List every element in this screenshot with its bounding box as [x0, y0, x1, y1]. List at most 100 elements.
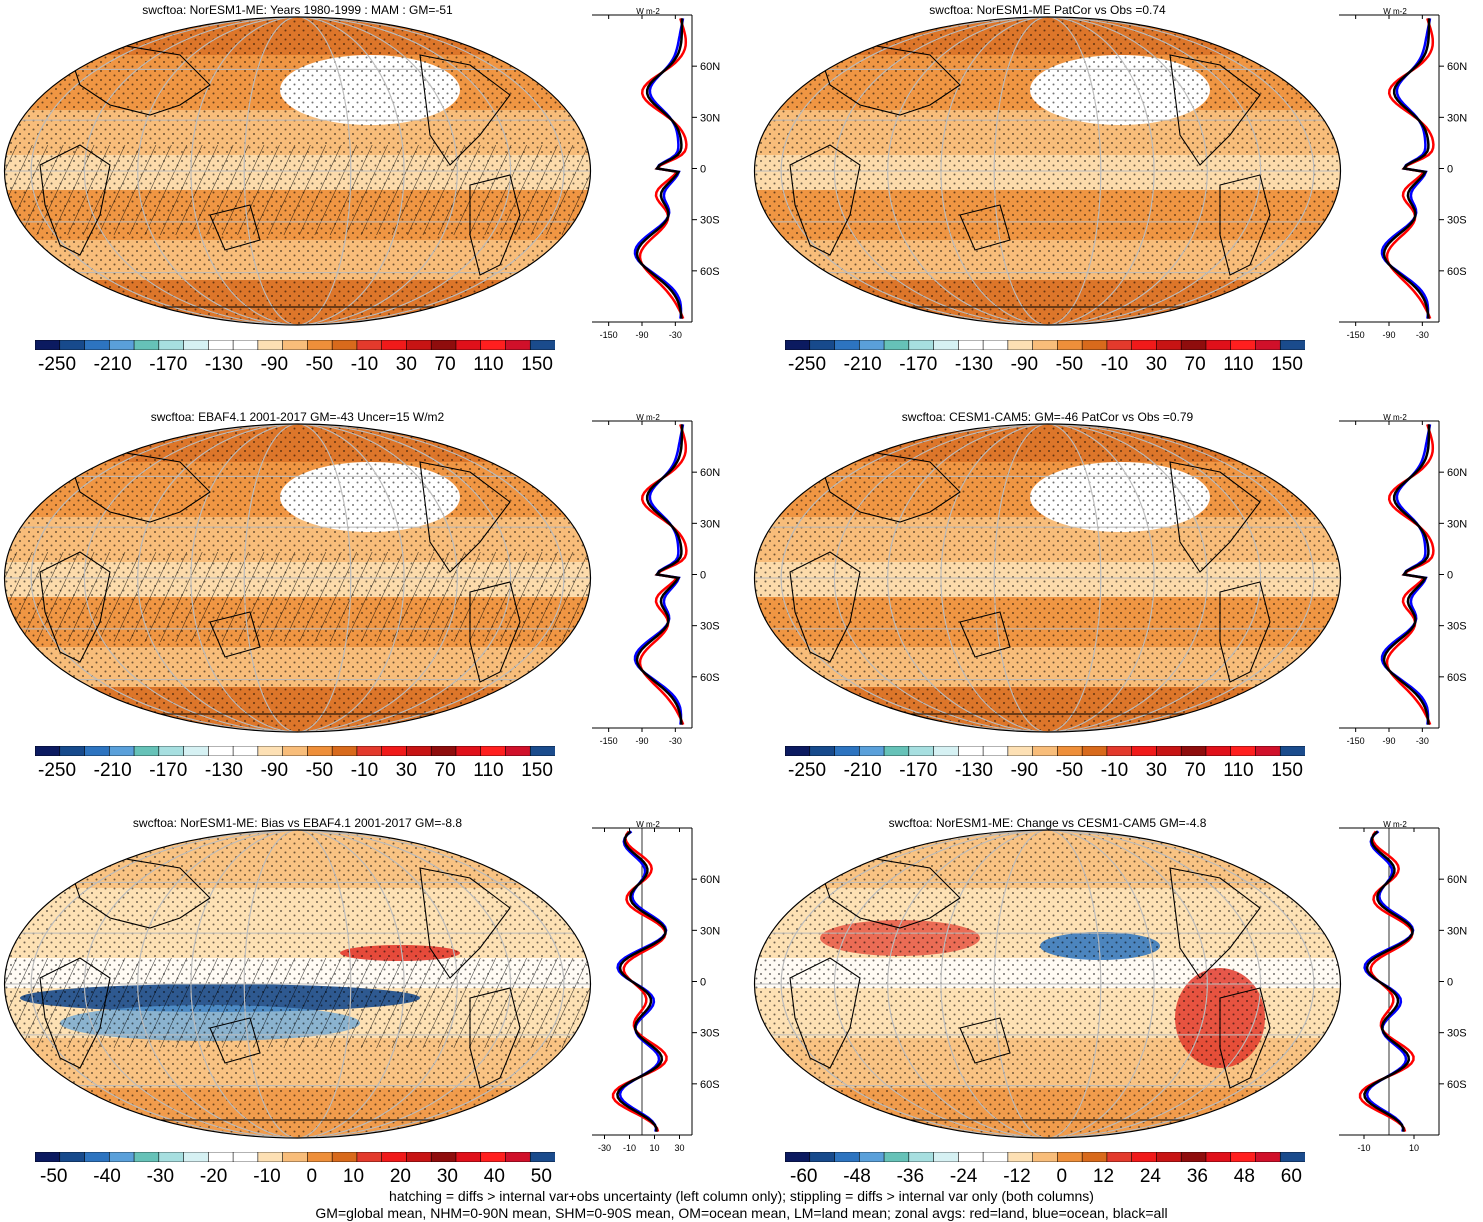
colorbar-swatch — [307, 340, 333, 350]
colorbar-tick-label: -10 — [350, 354, 379, 375]
colorbar-swatch — [1007, 340, 1034, 350]
colorbar-labels-2: -250 -210 -170 -130 -90 -50 -10 30 70 110 150 — [788, 354, 1303, 376]
x-tick-label: -30 — [1416, 736, 1429, 746]
colorbar-tick-label: -20 — [199, 1166, 228, 1187]
lat-tick-label: 30N — [1447, 112, 1467, 124]
coastline — [469, 581, 521, 683]
colorbar-swatch — [958, 340, 984, 350]
colorbar-swatch — [1255, 746, 1282, 756]
colorbar-swatch — [208, 746, 234, 756]
coastline — [819, 451, 961, 523]
colorbar-swatch — [406, 746, 432, 756]
lat-tick-label: 30N — [700, 112, 720, 124]
legend-line-2: GM=global mean, NHM=0-90N mean, SHM=0-90… — [315, 1205, 1168, 1221]
lat-tick-label: 0 — [700, 164, 706, 176]
x-tick-label: 10 — [649, 1143, 659, 1153]
colorbar-swatch — [84, 340, 111, 350]
colorbar-swatch — [1007, 1152, 1034, 1162]
colorbar-swatch — [834, 1152, 861, 1162]
colorbar-swatch — [480, 340, 507, 350]
colorbar-swatch — [883, 340, 910, 350]
colorbar-tick-label: -250 — [788, 760, 827, 781]
colorbar-tick-label: -210 — [843, 354, 882, 375]
colorbar-labels-1: -250 -210 -170 -130 -90 -50 -10 30 70 110 150 — [38, 354, 553, 376]
x-tick-label: -30 — [669, 736, 682, 746]
panel-title-1: swcftoa: NorESM1-ME: Years 1980-1999 : M… — [142, 3, 453, 17]
colorbar-swatch — [183, 340, 210, 350]
colorbar-4 — [785, 746, 1305, 756]
map-outline — [753, 829, 1342, 1139]
zonal-unit-label: W m-2 — [1383, 413, 1407, 422]
colorbar-swatch — [59, 1152, 86, 1162]
colorbar-swatch — [1205, 1152, 1232, 1162]
coastline — [69, 44, 211, 116]
coastline — [209, 204, 261, 251]
coastline — [419, 54, 511, 166]
colorbar-swatch — [430, 340, 457, 350]
lat-tick-label: 60S — [700, 266, 720, 278]
colorbar-swatch — [480, 1152, 507, 1162]
lat-tick-label: 60N — [700, 467, 720, 479]
zonal-plot-1: W m-2 60N 30N 0 30S 60S -150 -90 -30 — [592, 7, 720, 340]
colorbar-swatch — [1230, 1152, 1257, 1162]
colorbar-tick-label: -170 — [899, 354, 938, 375]
coastline — [1219, 581, 1271, 683]
colorbar-swatch — [785, 1152, 811, 1162]
colorbar-tick-label: -250 — [38, 354, 77, 375]
coastline — [209, 611, 261, 658]
colorbar-swatch — [1156, 1152, 1182, 1162]
colorbar-swatch — [1106, 1152, 1133, 1162]
colorbar-tick-label: 10 — [342, 1166, 365, 1187]
colorbar-swatch — [133, 340, 160, 350]
zonal-unit-label: W m-2 — [1383, 820, 1407, 829]
colorbar-tick-label: -36 — [896, 1166, 925, 1187]
colorbar-tick-label: 110 — [1223, 760, 1254, 781]
lat-tick-label: 60N — [700, 874, 720, 886]
colorbar-swatch — [356, 340, 383, 350]
colorbar-swatch — [430, 746, 457, 756]
colorbar-tick-label: -10 — [1100, 354, 1129, 375]
colorbar-swatch — [1032, 340, 1059, 350]
x-tick-label: -10 — [1357, 1143, 1370, 1153]
x-tick-label: -30 — [598, 1143, 611, 1153]
colorbar-swatch — [35, 340, 61, 350]
colorbar-tick-label: 20 — [389, 1166, 411, 1187]
colorbar-swatch — [455, 746, 482, 756]
colorbar-swatch — [958, 1152, 984, 1162]
lat-tick-label: 30S — [1447, 1028, 1467, 1040]
colorbar-swatch — [529, 746, 555, 756]
colorbar-swatch — [834, 340, 861, 350]
colorbar-tick-label: 70 — [434, 354, 456, 375]
colorbar-labels-3: -250 -210 -170 -130 -90 -50 -10 30 70 110 150 — [38, 760, 553, 782]
coastline — [959, 204, 1011, 251]
colorbar-tick-label: 150 — [1271, 354, 1303, 375]
lat-tick-label: 30S — [700, 1028, 720, 1040]
colorbar-swatch — [1230, 746, 1257, 756]
colorbar-tick-label: 150 — [521, 760, 553, 781]
colorbar-swatch — [183, 1152, 210, 1162]
colorbar-swatch — [331, 1152, 358, 1162]
colorbar-swatch — [908, 746, 935, 756]
coastline — [1219, 174, 1271, 276]
colorbar-swatch — [1131, 746, 1158, 756]
colorbar-swatch — [1057, 1152, 1083, 1162]
colorbar-swatch — [1156, 340, 1182, 350]
lat-tick-label: 30S — [1447, 215, 1467, 227]
colorbar-swatch — [1131, 1152, 1158, 1162]
colorbar-6 — [785, 1152, 1305, 1162]
map-outline — [3, 829, 592, 1139]
colorbar-swatch — [1255, 1152, 1282, 1162]
colorbar-tick-label: -90 — [260, 354, 289, 375]
colorbar-swatch — [1156, 746, 1182, 756]
colorbar-tick-label: 30 — [395, 354, 417, 375]
colorbar-swatch — [59, 340, 86, 350]
coastline — [1169, 461, 1261, 573]
x-tick-label: -150 — [1347, 736, 1365, 746]
panel-title-2: swcftoa: NorESM1-ME PatCor vs Obs =0.74 — [929, 3, 1166, 17]
coastline — [69, 451, 211, 523]
colorbar-tick-label: -250 — [38, 760, 77, 781]
lat-tick-label: 30N — [700, 518, 720, 530]
colorbar-swatch — [307, 1152, 333, 1162]
panel-title-6: swcftoa: NorESM1-ME: Change vs CESM1-CAM… — [888, 816, 1207, 830]
colorbar-tick-label: 48 — [1233, 1166, 1255, 1187]
